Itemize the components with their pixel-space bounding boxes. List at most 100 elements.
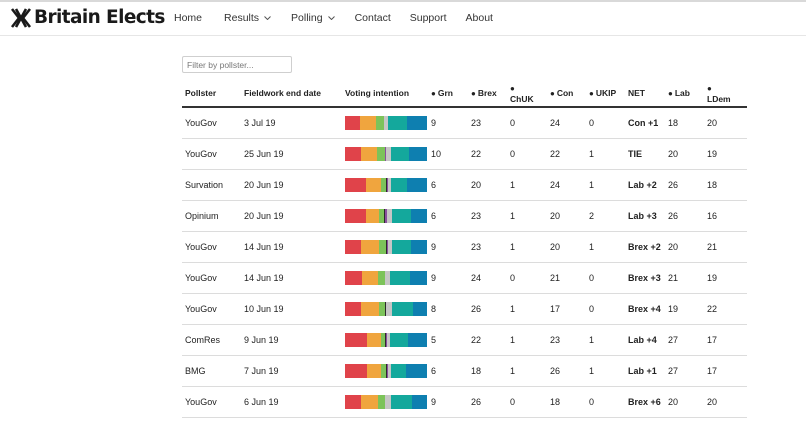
cell-ukip: 0: [586, 386, 625, 418]
cell-ldem: 22: [704, 293, 747, 325]
header-chuk[interactable]: ● ChUK: [507, 80, 547, 108]
bar-segment-brex: [391, 301, 414, 316]
bar-segment-other: [387, 239, 392, 254]
cell-con: 24: [547, 107, 586, 139]
brand-name: Britain Elects: [34, 7, 165, 28]
brand-logo[interactable]: Britain Elects: [10, 6, 165, 30]
header-brex-label: Brex: [477, 87, 497, 98]
cell-net: Lab +4: [625, 324, 665, 356]
header-net[interactable]: NET: [625, 80, 665, 108]
chevron-down-icon: [264, 16, 271, 20]
cell-con: 17: [547, 293, 586, 325]
cell-grn: 6: [428, 169, 468, 201]
cell-brex: 22: [468, 138, 507, 170]
cell-net: Lab +1: [625, 355, 665, 387]
bar-segment-ukip: [386, 363, 388, 378]
bar-segment-con: [409, 270, 427, 285]
cell-date: 20 Jun 19: [241, 169, 342, 201]
bar-segment-ldem: [361, 239, 379, 254]
cell-con: 18: [547, 386, 586, 418]
bar-segment-grn: [378, 301, 386, 316]
pollster-filter-input[interactable]: [182, 56, 292, 73]
cell-chuk: 1: [507, 231, 547, 263]
table-row: YouGov 3 Jul 19 9 23 0 24 0 Con +1 18 20: [182, 107, 747, 139]
nav-polling-label: Polling: [291, 12, 323, 24]
bar-segment-ldem: [367, 332, 382, 347]
cell-pollster: YouGov: [182, 138, 241, 170]
cell-ukip: 0: [586, 293, 625, 325]
cell-date: 14 Jun 19: [241, 231, 342, 263]
cell-voting-intention: [342, 107, 428, 139]
header-grn[interactable]: ● Grn: [428, 80, 468, 108]
bar-segment-lab: [345, 332, 368, 347]
nav-support-label: Support: [409, 12, 447, 24]
cell-date: 9 Jun 19: [241, 324, 342, 356]
cell-chuk: 0: [507, 262, 547, 294]
voting-intention-bar: [345, 363, 427, 378]
britain-elects-x-icon: [10, 8, 32, 28]
cell-brex: 26: [468, 386, 507, 418]
cell-date: 10 Jun 19: [241, 293, 342, 325]
cell-grn: 6: [428, 355, 468, 387]
cell-ukip: 1: [586, 324, 625, 356]
cell-ldem: 18: [704, 169, 747, 201]
header-ldem-label: LDem: [707, 93, 731, 104]
chevron-down-icon: [327, 16, 335, 20]
cell-voting-intention: [342, 293, 428, 325]
nav-home[interactable]: Home: [174, 10, 202, 26]
header-ldem[interactable]: ● LDem: [704, 80, 747, 108]
bar-segment-grn: [377, 394, 386, 409]
voting-intention-bar: [345, 239, 427, 254]
bar-segment-lab: [345, 363, 368, 378]
header-grn-label: Grn: [437, 87, 453, 98]
header-chuk-label: ChUK: [510, 93, 534, 104]
table-row: YouGov 14 Jun 19 9 24 0 21 0 Brex +3 21 19: [182, 262, 747, 294]
voting-intention-bar: [345, 208, 427, 223]
bar-segment-ldem: [360, 301, 379, 316]
header-date[interactable]: Fieldwork end date: [241, 80, 342, 108]
bar-segment-chuk: [384, 208, 386, 223]
bar-segment-other: [385, 394, 391, 409]
nav-results[interactable]: Results: [224, 10, 271, 26]
nav-about[interactable]: About: [466, 10, 493, 26]
bar-segment-chuk: [385, 363, 387, 378]
cell-chuk: 0: [507, 138, 547, 170]
header-pollster[interactable]: Pollster: [182, 80, 241, 108]
cell-voting-intention: [342, 262, 428, 294]
cell-con: 20: [547, 200, 586, 232]
bar-segment-chuk: [385, 239, 387, 254]
cell-chuk: 1: [507, 355, 547, 387]
header-ukip[interactable]: ● UKIP: [586, 80, 625, 108]
cell-date: 25 Jun 19: [241, 138, 342, 170]
bar-segment-chuk: [385, 177, 387, 192]
header-voting-intention[interactable]: Voting intention: [342, 80, 428, 108]
bar-segment-lab: [345, 301, 361, 316]
header-lab[interactable]: ● Lab: [665, 80, 704, 108]
header-brex[interactable]: ● Brex: [468, 80, 507, 108]
cell-con: 23: [547, 324, 586, 356]
cell-chuk: 1: [507, 324, 547, 356]
bar-segment-ukip: [385, 208, 387, 223]
bar-segment-ukip: [386, 177, 388, 192]
nav-results-label: Results: [224, 12, 260, 24]
header-lab-label: Lab: [674, 87, 690, 98]
header-pollster-label: Pollster: [185, 88, 217, 98]
header-con[interactable]: ● Con: [547, 80, 586, 108]
cell-brex: 20: [468, 169, 507, 201]
cell-net: Brex +2: [625, 231, 665, 263]
bar-segment-grn: [376, 115, 384, 130]
cell-lab: 27: [665, 355, 704, 387]
bar-segment-con: [408, 332, 427, 347]
bar-segment-brex: [391, 208, 411, 223]
cell-lab: 19: [665, 293, 704, 325]
cell-grn: 9: [428, 107, 468, 139]
nav-support[interactable]: Support: [410, 10, 447, 26]
nav-polling[interactable]: Polling: [291, 10, 335, 26]
bar-segment-other: [383, 115, 389, 130]
nav-contact[interactable]: Contact: [355, 10, 391, 26]
voting-intention-bar: [345, 177, 427, 192]
cell-lab: 20: [665, 231, 704, 263]
party-dot-icon: ●: [431, 88, 436, 98]
table-row: Survation 20 Jun 19 6 20 1 24 1 Lab +2 26 18: [182, 169, 747, 201]
bar-segment-brex: [388, 115, 408, 130]
